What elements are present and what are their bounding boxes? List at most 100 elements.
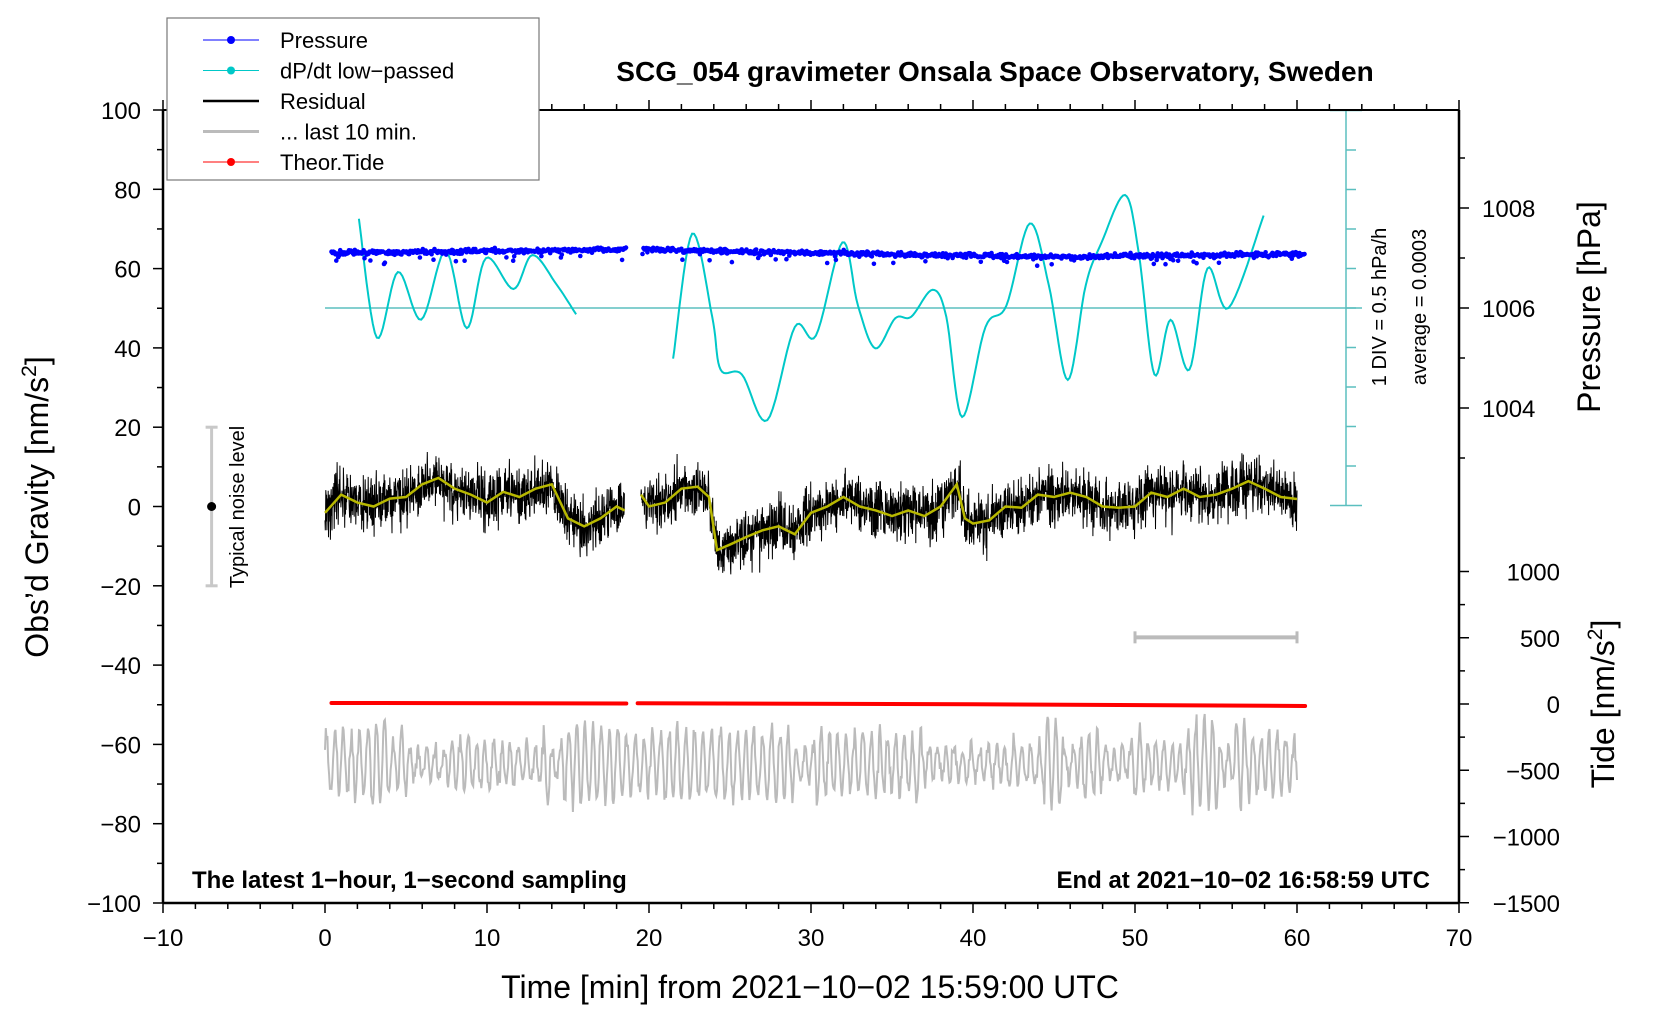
legend-marker bbox=[227, 158, 235, 166]
tide-tick-label: −500 bbox=[1506, 758, 1560, 785]
y-tick-label: 0 bbox=[128, 495, 141, 522]
y-axis-title: Obs’d Gravity [nm/s2] bbox=[18, 356, 55, 658]
pressure-point bbox=[1289, 256, 1295, 262]
pressure-point bbox=[431, 257, 436, 263]
legend-label: dP/dt low−passed bbox=[280, 59, 454, 84]
pressure-point bbox=[871, 261, 877, 267]
x-tick-label: 50 bbox=[1122, 925, 1149, 952]
x-tick-label: 10 bbox=[474, 925, 501, 952]
pressure-point bbox=[619, 257, 625, 263]
legend-marker bbox=[227, 66, 235, 75]
pressure-point bbox=[645, 250, 650, 255]
y-tick-label: −40 bbox=[100, 653, 141, 680]
scale-div-label: 1 DIV = 0.5 hPa/h bbox=[1369, 228, 1391, 386]
annotation-sampling: The latest 1−hour, 1−second sampling bbox=[192, 867, 627, 894]
legend-label: Theor.Tide bbox=[280, 150, 384, 175]
x-tick-label: 0 bbox=[318, 925, 331, 952]
axis-ticks: −10 0 10 20 30 40 50 60 70−100−80−60−40−20020406… bbox=[87, 98, 1560, 952]
pressure-point bbox=[679, 246, 684, 252]
pressure-point bbox=[923, 259, 928, 264]
legend-item-3: ... last 10 min. bbox=[203, 120, 417, 145]
pressure-point bbox=[1034, 263, 1040, 269]
pressure-point bbox=[334, 258, 339, 263]
legend-item-2: Residual bbox=[203, 89, 366, 114]
pressure-tick-label: 1008 bbox=[1482, 196, 1535, 223]
y-tick-label: 40 bbox=[114, 336, 141, 363]
tide-line bbox=[329, 700, 629, 706]
pressure-point bbox=[623, 245, 629, 250]
pressure-point bbox=[784, 256, 789, 262]
x-tick-label: 70 bbox=[1446, 925, 1473, 952]
tide-tick-label: −1500 bbox=[1493, 891, 1560, 918]
pressure-point bbox=[1302, 251, 1307, 257]
pressure-point bbox=[1194, 260, 1199, 266]
pressure-tick-label: 1006 bbox=[1482, 296, 1535, 323]
scale-average-label: average = 0.0003 bbox=[1409, 229, 1431, 385]
y-tick-label: 60 bbox=[114, 257, 141, 284]
pressure-point bbox=[539, 253, 544, 259]
y-tick-label: −60 bbox=[100, 732, 141, 759]
pressure-point bbox=[1216, 260, 1222, 266]
pressure-point bbox=[640, 251, 645, 257]
pressure-point bbox=[1049, 262, 1054, 267]
pressure-point bbox=[510, 258, 516, 264]
legend-label: Residual bbox=[280, 89, 366, 114]
pressure-point bbox=[1004, 259, 1010, 265]
pressure-point bbox=[869, 254, 875, 259]
pressure-point bbox=[453, 258, 459, 264]
legend-label: ... last 10 min. bbox=[280, 120, 417, 145]
pressure-point bbox=[1263, 250, 1268, 255]
pressure-point bbox=[511, 253, 517, 259]
pressure-axis-title: Pressure [hPa] bbox=[1571, 201, 1607, 413]
x-tick-label: 20 bbox=[636, 925, 663, 952]
pressure-point bbox=[1175, 258, 1181, 264]
x-tick-label: 60 bbox=[1284, 925, 1311, 952]
x-tick-label: 30 bbox=[798, 925, 825, 952]
legend-box bbox=[166, 17, 540, 181]
tide-tick-label: 0 bbox=[1547, 692, 1560, 719]
noise-level-dot bbox=[207, 502, 217, 511]
pressure-point bbox=[680, 257, 685, 263]
pressure-point bbox=[833, 257, 839, 263]
dpdt-line bbox=[357, 218, 577, 340]
tide-axis-title: Tide [nm/s2] bbox=[1584, 620, 1621, 789]
pressure-point bbox=[1170, 257, 1176, 263]
y-tick-label: 20 bbox=[114, 415, 141, 442]
pressure-point bbox=[891, 260, 896, 266]
legend-item-1: dP/dt low−passed bbox=[203, 59, 454, 84]
y-tick-label: −20 bbox=[100, 574, 141, 601]
residual-smoothed-line bbox=[324, 476, 626, 528]
x-axis-title: Time [min] from 2021−10−02 15:59:00 UTC bbox=[501, 969, 1119, 1005]
x-tick-label: 40 bbox=[960, 925, 987, 952]
pressure-point bbox=[729, 259, 735, 265]
noise-level-label: Typical noise level bbox=[227, 426, 249, 588]
pressure-point bbox=[362, 255, 367, 261]
y-tick-label: 100 bbox=[101, 98, 141, 125]
chart-title: SCG_054 gravimeter Onsala Space Observat… bbox=[616, 56, 1373, 87]
residual-line bbox=[640, 453, 1298, 575]
legend-item-0: Pressure bbox=[203, 28, 368, 53]
legend-marker bbox=[227, 36, 235, 44]
pressure-point bbox=[368, 258, 373, 263]
y-tick-label: 80 bbox=[114, 177, 141, 204]
pressure-point bbox=[753, 247, 759, 252]
pressure-point bbox=[462, 258, 467, 264]
pressure-point bbox=[1163, 261, 1168, 267]
annotation-end-time: End at 2021−10−02 16:58:59 UTC bbox=[1056, 867, 1430, 894]
pressure-point bbox=[1151, 261, 1157, 267]
pressure-point bbox=[832, 253, 838, 259]
pressure-point bbox=[757, 252, 763, 258]
pressure-point bbox=[578, 253, 583, 259]
pressure-point bbox=[504, 255, 509, 260]
legend-label: Pressure bbox=[280, 28, 368, 53]
pressure-point bbox=[978, 259, 984, 265]
pressure-point bbox=[559, 252, 565, 257]
dpdt-line bbox=[672, 193, 1265, 423]
series-layer bbox=[205, 109, 1362, 816]
residual-smoothed-line bbox=[639, 479, 1298, 552]
tide-tick-label: −1000 bbox=[1493, 825, 1560, 852]
pressure-point bbox=[417, 255, 423, 260]
y-tick-label: −100 bbox=[87, 891, 141, 918]
pressure-point bbox=[382, 260, 388, 266]
